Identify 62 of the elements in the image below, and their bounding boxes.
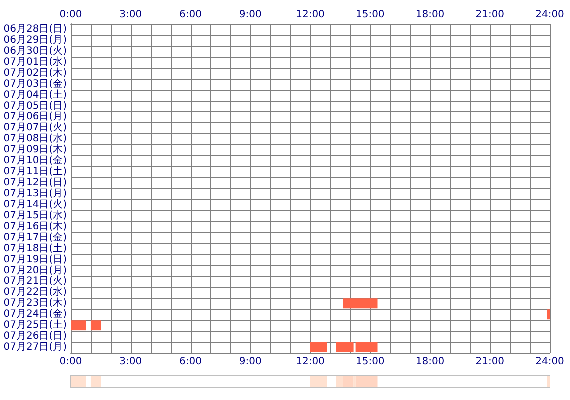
y-tick-label: 07月13日(月) xyxy=(4,188,68,200)
x-tick-label: 18:00 xyxy=(416,356,445,368)
y-tick-label: 07月04日(土) xyxy=(4,88,68,101)
y-tick-label: 07月12日(日) xyxy=(4,178,68,189)
y-tick-label: 06月28日(日) xyxy=(4,24,68,35)
y-tick-label: 07月02日(木) xyxy=(4,66,68,79)
bar xyxy=(336,376,344,388)
y-tick-label: 07月27日(月) xyxy=(4,342,68,354)
x-tick-label: 9:00 xyxy=(239,356,262,368)
bar xyxy=(356,342,378,352)
bar xyxy=(547,310,550,320)
x2-tick-label: 24:00 xyxy=(536,10,564,20)
bar xyxy=(71,320,86,331)
y-tick-label: 07月01日(水) xyxy=(4,56,68,68)
bar xyxy=(310,376,328,388)
y-tick-label: 07月26日(日) xyxy=(4,331,68,342)
x2-tick-label: 15:00 xyxy=(356,10,385,20)
y-tick-label: 07月07日(火) xyxy=(4,122,68,134)
y-tick-label: 07月09日(木) xyxy=(4,144,68,156)
y-tick-label: 07月06日(月) xyxy=(4,112,68,123)
x-tick-label: 0:00 xyxy=(60,356,82,368)
bar xyxy=(336,342,354,352)
x2-tick-label: 3:00 xyxy=(120,10,142,20)
y-tick-label: 07月22日(水) xyxy=(4,286,68,298)
x-tick-label: 15:00 xyxy=(356,356,385,368)
y-tick-label: 07月18日(土) xyxy=(4,242,68,254)
y-tick-label: 07月19日(日) xyxy=(4,254,68,266)
bar xyxy=(90,376,102,388)
y-tick-label: 07月17日(金) xyxy=(4,231,68,244)
x-tick-label: 12:00 xyxy=(296,356,325,368)
bar xyxy=(356,376,378,388)
y-tick-label: 07月10日(金) xyxy=(4,154,68,167)
x2-tick-label: 9:00 xyxy=(239,10,262,20)
y-tick-label: 07月23日(木) xyxy=(4,297,68,310)
y-tick-label: 07月15日(水) xyxy=(4,209,68,222)
x-tick-label: 21:00 xyxy=(476,356,505,368)
bar xyxy=(343,298,378,309)
bar xyxy=(90,320,102,331)
y-tick-label: 07月14日(火) xyxy=(4,198,68,210)
x-tick-label: 24:00 xyxy=(536,356,564,368)
x-tick-label: 6:00 xyxy=(180,356,202,368)
x2-tick-label: 18:00 xyxy=(416,10,445,20)
y-tick-label: 07月08日(水) xyxy=(4,132,68,145)
y-tick-label: 06月29日(月) xyxy=(4,34,68,46)
x2-tick-label: 12:00 xyxy=(296,10,325,20)
x2-tick-label: 21:00 xyxy=(476,10,505,20)
y-tick-label: 07月05日(日) xyxy=(4,100,68,112)
bar xyxy=(343,376,354,388)
bar xyxy=(547,376,550,388)
y-tick-label: 07月16日(木) xyxy=(4,220,68,232)
y-tick-label: 07月24日(金) xyxy=(4,308,68,320)
bar xyxy=(71,376,86,388)
x2-tick-label: 0:00 xyxy=(60,10,82,20)
y-tick-label: 07月21日(火) xyxy=(4,275,68,288)
y-tick-label: 07月25日(土) xyxy=(4,319,68,332)
y-tick-label: 07月03日(金) xyxy=(4,78,68,90)
bar xyxy=(310,342,328,352)
y-tick-label: 06月30日(火) xyxy=(4,44,68,57)
x-tick-label: 3:00 xyxy=(120,356,142,368)
y-tick-label: 07月20日(月) xyxy=(4,265,68,276)
x2-tick-label: 6:00 xyxy=(180,10,202,20)
y-tick-label: 07月11日(土) xyxy=(4,166,68,178)
